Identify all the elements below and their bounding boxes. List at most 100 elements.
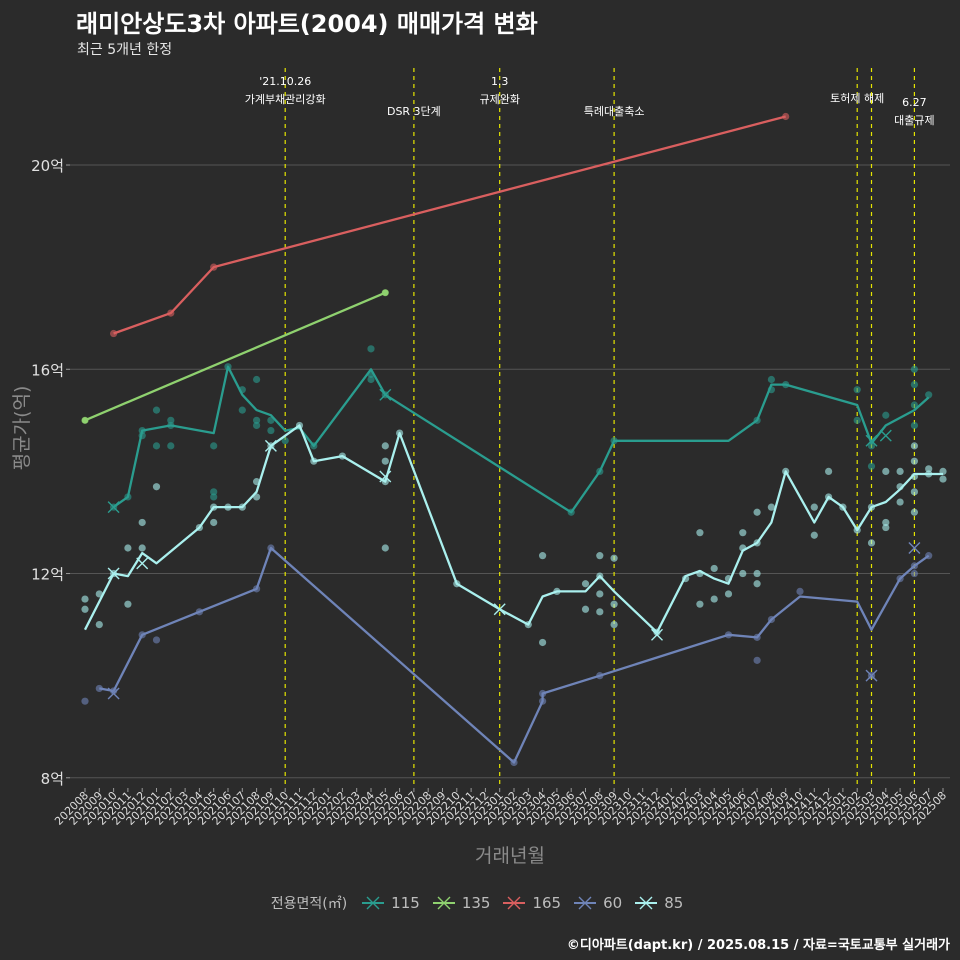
median-marker xyxy=(865,669,878,682)
series-115 xyxy=(107,345,933,516)
y-axis-title: 평균가(억) xyxy=(11,386,33,471)
data-point xyxy=(825,467,833,476)
legend-title: 전용면적(㎡) xyxy=(270,896,348,912)
legend-item-85: 85 xyxy=(634,894,683,912)
data-point xyxy=(910,488,919,496)
data-point xyxy=(753,569,761,578)
series-135 xyxy=(81,289,389,424)
data-point xyxy=(596,608,604,616)
data-point xyxy=(925,465,933,473)
data-point xyxy=(367,345,375,353)
data-point xyxy=(81,595,89,603)
data-point xyxy=(882,523,890,532)
legend-item-115: 115 xyxy=(361,894,420,912)
data-point xyxy=(124,600,132,608)
data-point xyxy=(939,475,947,483)
line-endpoint xyxy=(382,289,389,296)
legend-item-60: 60 xyxy=(573,894,622,912)
data-point xyxy=(167,416,175,424)
legend-key-icon xyxy=(432,896,455,910)
median-marker xyxy=(908,542,921,554)
data-point xyxy=(810,531,818,539)
legend-key-icon xyxy=(635,896,658,910)
median-marker xyxy=(493,603,506,616)
data-point xyxy=(867,442,876,450)
data-point xyxy=(267,426,275,435)
data-point xyxy=(910,508,919,516)
chart-title: 래미안상도3차 아파트(2004) 매매가격 변화 xyxy=(76,10,538,38)
data-point xyxy=(596,552,604,560)
data-point xyxy=(167,442,175,450)
data-point xyxy=(810,503,818,511)
data-point xyxy=(138,518,146,527)
event-label: DSR 3단계 xyxy=(387,105,441,118)
data-point xyxy=(124,544,132,552)
data-point xyxy=(724,590,733,598)
chart-subtitle: 최근 5개년 한정 xyxy=(77,42,173,58)
data-point xyxy=(81,697,89,705)
y-tick-label: 8억 xyxy=(41,770,64,788)
data-point xyxy=(610,554,618,562)
data-point xyxy=(910,457,919,465)
legend-items: 115 135 165 60 85 xyxy=(355,894,689,912)
data-point xyxy=(610,600,618,608)
median-marker xyxy=(651,628,663,641)
y-tick-label: 20억 xyxy=(31,157,64,175)
data-point xyxy=(381,442,389,450)
legend-label: 60 xyxy=(603,894,623,912)
data-point xyxy=(767,503,776,511)
data-point xyxy=(910,442,919,450)
series-line xyxy=(99,546,930,764)
data-point xyxy=(81,605,89,613)
data-point xyxy=(581,580,590,588)
series-85 xyxy=(81,421,947,647)
data-point xyxy=(95,620,103,629)
data-point xyxy=(253,416,261,424)
data-point xyxy=(152,483,161,491)
data-point xyxy=(910,569,919,578)
data-point xyxy=(796,587,804,596)
legend: 전용면적(㎡) 115 135 165 60 85 xyxy=(0,893,960,913)
x-axis-title: 거래년월 xyxy=(475,845,545,867)
median-marker xyxy=(107,687,120,700)
data-point xyxy=(539,552,547,560)
data-point xyxy=(253,375,261,384)
data-point xyxy=(925,391,933,399)
data-point xyxy=(210,493,218,501)
data-point xyxy=(610,620,618,629)
median-marker xyxy=(264,439,277,452)
data-point xyxy=(896,498,904,506)
data-point xyxy=(281,437,289,445)
data-point xyxy=(910,365,919,373)
line-endpoint xyxy=(81,417,89,424)
data-point xyxy=(753,656,761,664)
data-point xyxy=(367,375,375,384)
data-point xyxy=(767,375,776,384)
series-165 xyxy=(110,112,790,338)
median-marker xyxy=(136,557,149,570)
data-point xyxy=(152,406,161,414)
data-point xyxy=(882,411,890,419)
y-tick-label: 12억 xyxy=(31,566,64,584)
data-point xyxy=(138,544,146,552)
data-point xyxy=(910,421,919,430)
y-tick-label: 16억 xyxy=(31,361,64,379)
data-point xyxy=(710,595,718,603)
median-marker xyxy=(107,501,120,514)
data-point xyxy=(539,638,547,647)
legend-key-icon xyxy=(574,896,597,910)
data-point xyxy=(753,508,761,516)
data-point xyxy=(867,539,876,547)
event-label: 6.27 대출규제 xyxy=(894,96,934,127)
legend-item-135: 135 xyxy=(432,894,490,912)
data-point xyxy=(739,569,747,578)
median-marker xyxy=(379,470,392,483)
data-point xyxy=(381,544,389,552)
legend-key-icon xyxy=(503,896,526,910)
data-point xyxy=(210,488,218,496)
data-point xyxy=(753,580,761,588)
event-label: 1.3 규제완화 xyxy=(479,75,519,106)
data-point xyxy=(381,457,389,465)
data-point xyxy=(152,636,161,644)
